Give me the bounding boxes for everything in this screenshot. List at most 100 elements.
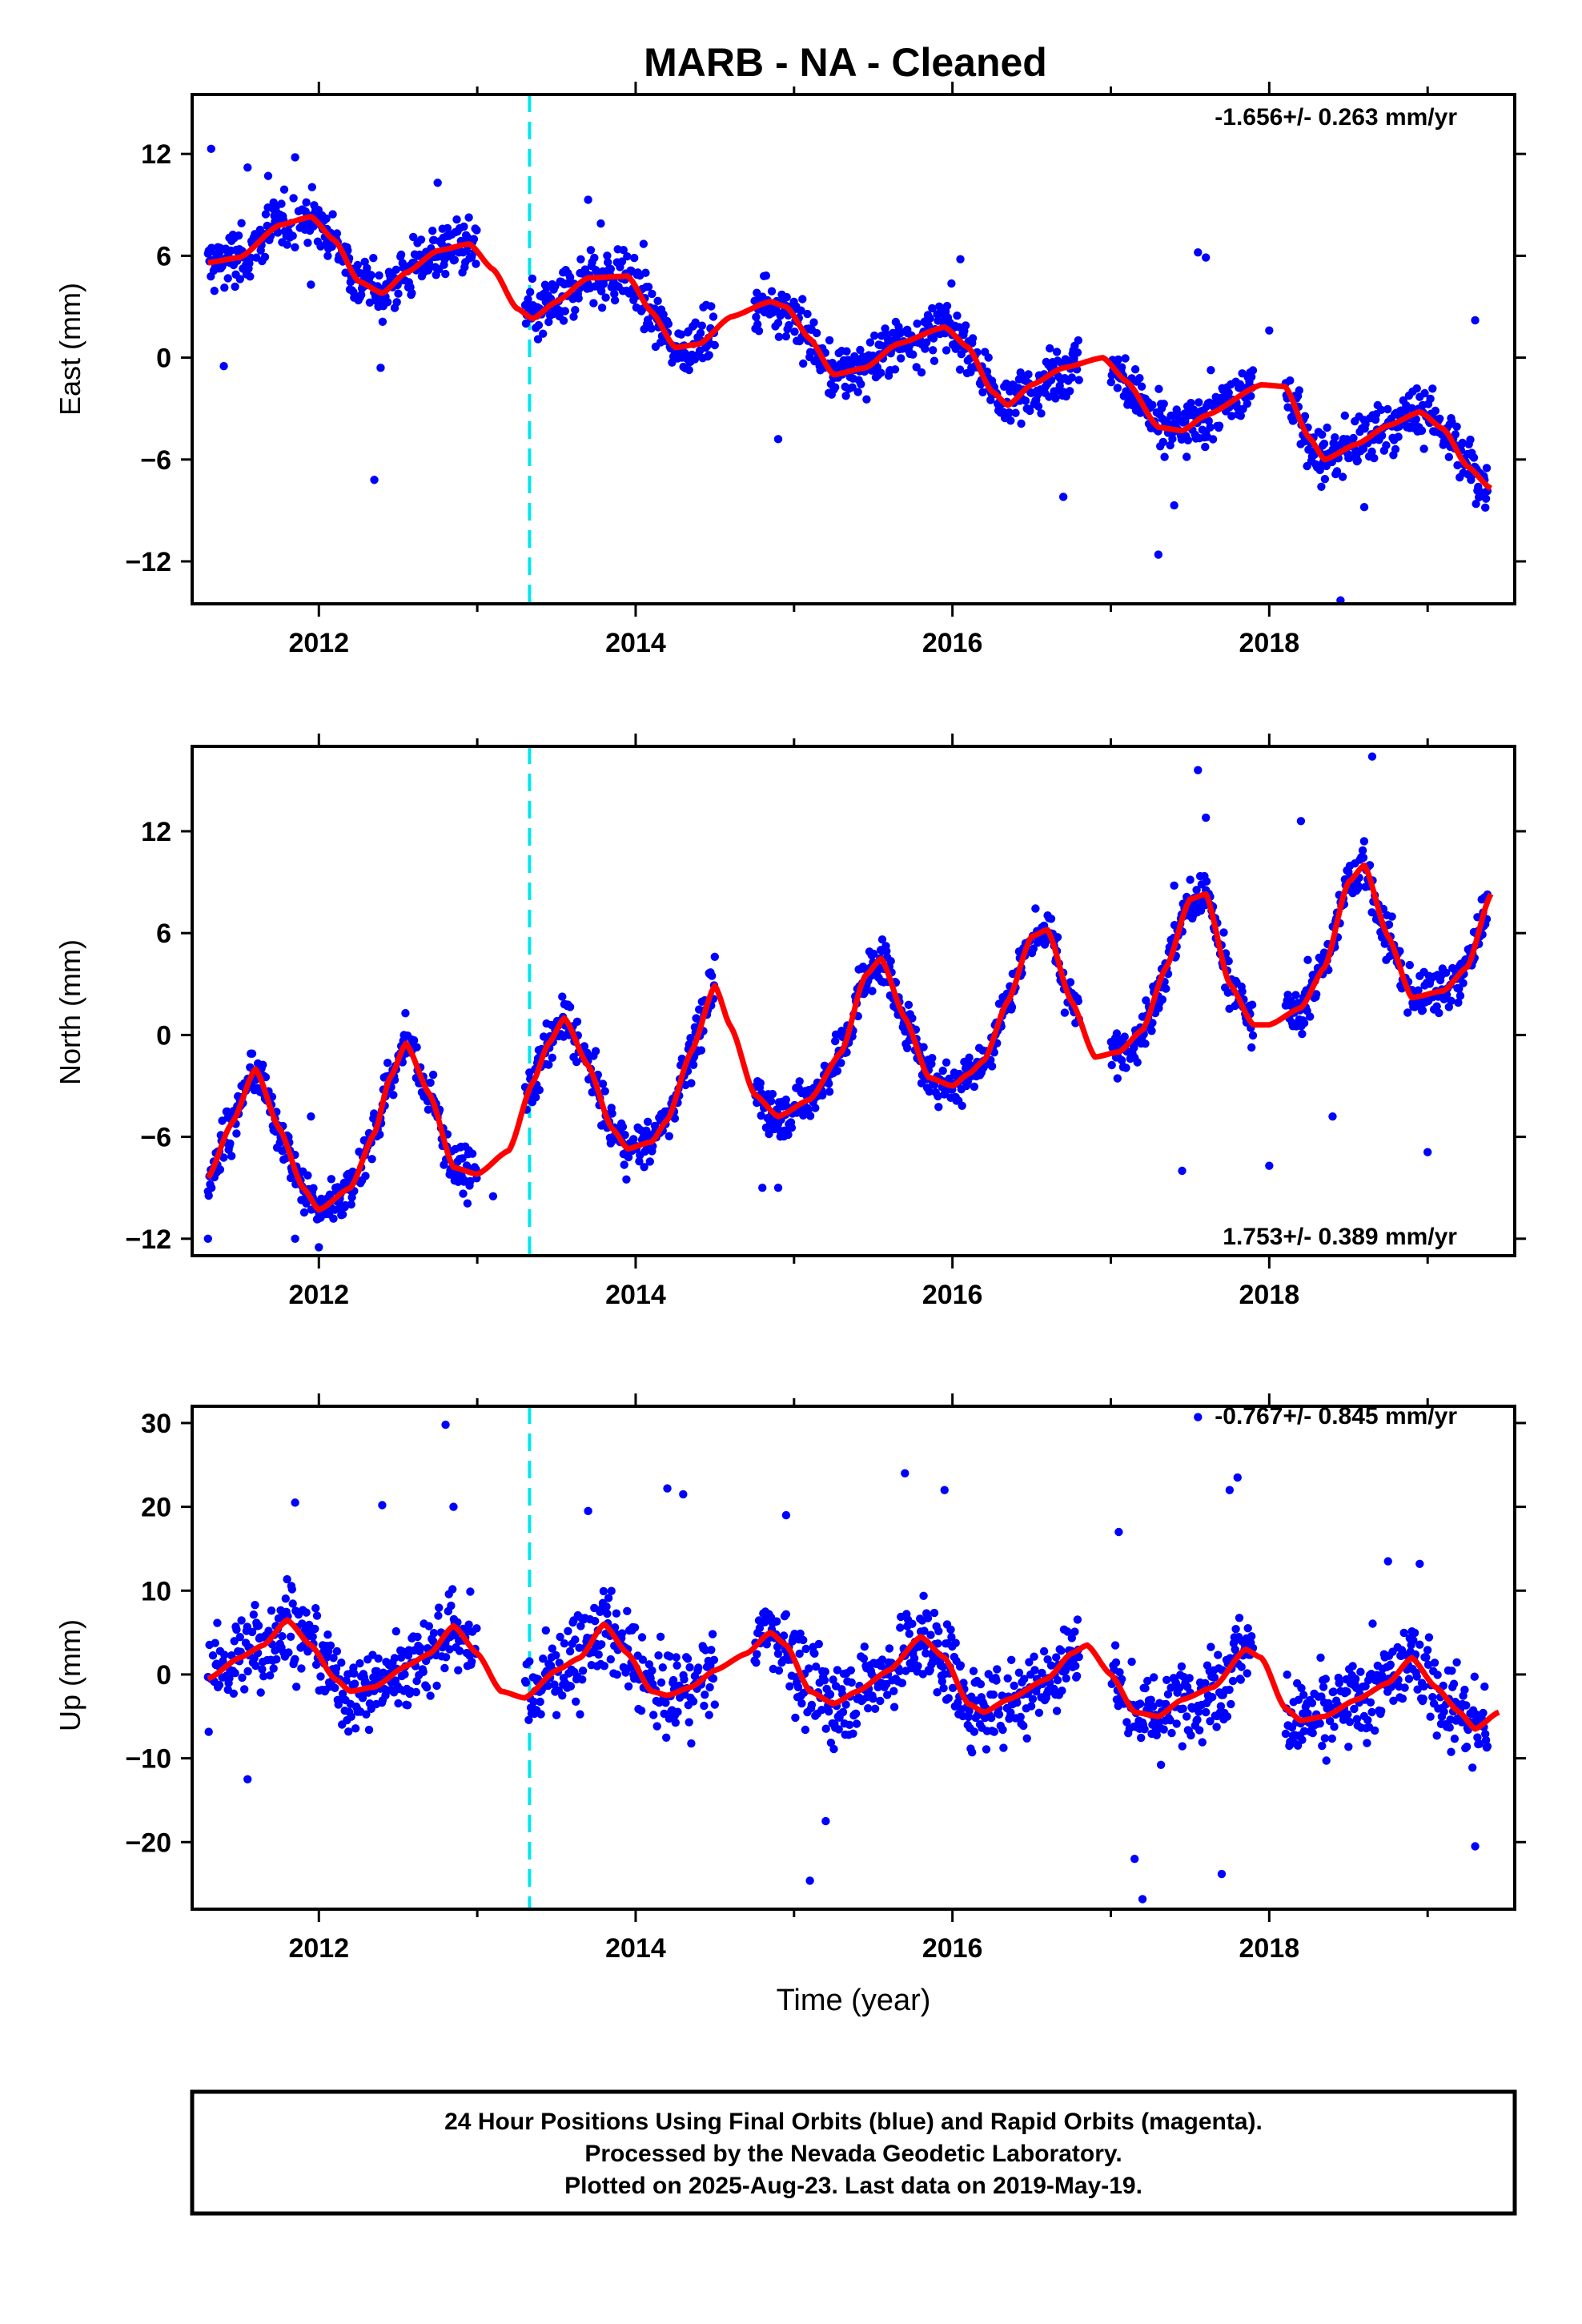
up-data-point — [1117, 1675, 1126, 1683]
up-data-point — [1426, 1712, 1435, 1721]
up-model-curve — [207, 1617, 1500, 1732]
north-outlier-point — [307, 1112, 315, 1121]
up-data-point — [440, 1663, 449, 1673]
east-data-point — [1073, 348, 1082, 357]
east-data-point — [705, 351, 713, 360]
up-data-point — [1363, 1715, 1372, 1725]
up-outlier-point — [1383, 1557, 1392, 1566]
north-outlier-point — [1367, 752, 1377, 761]
up-data-point — [919, 1591, 928, 1601]
east-data-point — [707, 302, 716, 311]
up-data-point — [708, 1630, 717, 1638]
up-data-point — [1003, 1674, 1012, 1683]
up-data-point — [576, 1710, 584, 1719]
north-data-point — [327, 1175, 335, 1184]
up-data-point — [288, 1599, 297, 1608]
up-data-point — [338, 1689, 347, 1699]
up-data-point — [1319, 1683, 1328, 1691]
east-data-point — [767, 287, 777, 296]
north-data-point — [784, 1130, 793, 1140]
east-data-point — [261, 210, 271, 219]
east-data-point — [307, 183, 316, 191]
north-data-point — [1248, 1031, 1258, 1040]
north-data-point — [389, 1091, 398, 1100]
north-data-point — [670, 1114, 680, 1123]
up-data-point — [1371, 1726, 1379, 1735]
up-data-point — [762, 1640, 771, 1649]
east-data-point — [1431, 406, 1440, 416]
east-data-point — [1181, 417, 1190, 426]
up-data-point — [951, 1638, 960, 1647]
up-data-point — [249, 1610, 258, 1619]
east-data-point — [1247, 392, 1255, 400]
up-data-point — [1330, 1723, 1339, 1731]
east-data-point — [782, 292, 791, 302]
up-data-point — [1483, 1742, 1492, 1751]
east-data-point — [1469, 453, 1479, 462]
up-data-point — [602, 1602, 611, 1611]
east-y-tick-label: −12 — [125, 547, 171, 577]
north-data-point — [620, 1131, 629, 1140]
north-data-point — [1113, 1074, 1122, 1083]
up-data-point — [896, 1623, 905, 1632]
up-data-point — [1058, 1687, 1066, 1695]
up-data-point — [287, 1585, 296, 1594]
east-data-point — [365, 298, 375, 307]
up-data-point — [1227, 1699, 1235, 1709]
east-data-point — [1466, 435, 1475, 444]
east-data-point — [603, 251, 612, 260]
up-data-point — [594, 1650, 603, 1659]
north-data-point — [640, 1163, 648, 1172]
east-data-point — [942, 346, 951, 355]
east-y-tick-label: 12 — [141, 139, 171, 170]
up-data-point — [807, 1700, 817, 1710]
up-data-point — [1356, 1667, 1365, 1676]
east-data-point — [644, 283, 653, 292]
up-data-point — [797, 1699, 806, 1708]
up-data-point — [278, 1632, 287, 1641]
up-data-point — [1127, 1657, 1136, 1667]
east-outlier-point — [370, 476, 379, 485]
up-data-point — [297, 1664, 306, 1673]
east-data-point — [328, 210, 337, 219]
north-data-point — [970, 1082, 979, 1092]
up-data-point — [946, 1625, 955, 1634]
up-data-point — [1141, 1683, 1150, 1693]
east-outlier-point — [263, 171, 273, 180]
up-data-point — [1016, 1712, 1025, 1722]
up-data-point — [970, 1727, 979, 1736]
up-data-point — [1195, 1707, 1203, 1716]
east-data-point — [831, 383, 840, 392]
east-data-point — [1289, 416, 1298, 425]
up-data-point — [1166, 1716, 1174, 1725]
up-data-point — [829, 1744, 838, 1754]
north-data-point — [1358, 846, 1367, 855]
north-y-tick-label: 0 — [156, 1020, 171, 1051]
up-data-point — [976, 1679, 986, 1689]
up-data-point — [1432, 1731, 1441, 1740]
north-data-point — [1117, 1055, 1126, 1065]
up-data-point — [591, 1617, 600, 1626]
up-outlier-point — [243, 1775, 252, 1783]
east-data-point — [647, 324, 656, 333]
east-data-point — [369, 254, 378, 263]
east-data-point — [323, 251, 332, 260]
east-data-point — [589, 299, 598, 308]
north-x-tick-label: 2012 — [288, 1280, 349, 1310]
up-data-point — [982, 1745, 991, 1754]
up-data-point — [1072, 1671, 1082, 1681]
up-data-point — [947, 1633, 956, 1642]
north-data-point — [928, 1054, 937, 1063]
up-data-point — [204, 1727, 213, 1736]
east-data-point — [929, 346, 938, 355]
up-data-point — [753, 1650, 761, 1659]
north-data-point — [459, 1189, 468, 1198]
up-data-point — [821, 1667, 830, 1676]
east-data-point — [1204, 416, 1214, 425]
east-data-point — [930, 356, 939, 365]
up-data-point — [944, 1694, 954, 1703]
east-data-point — [569, 312, 578, 321]
east-data-point — [1345, 453, 1355, 462]
east-data-point — [1206, 423, 1215, 432]
up-data-point — [1460, 1685, 1469, 1695]
